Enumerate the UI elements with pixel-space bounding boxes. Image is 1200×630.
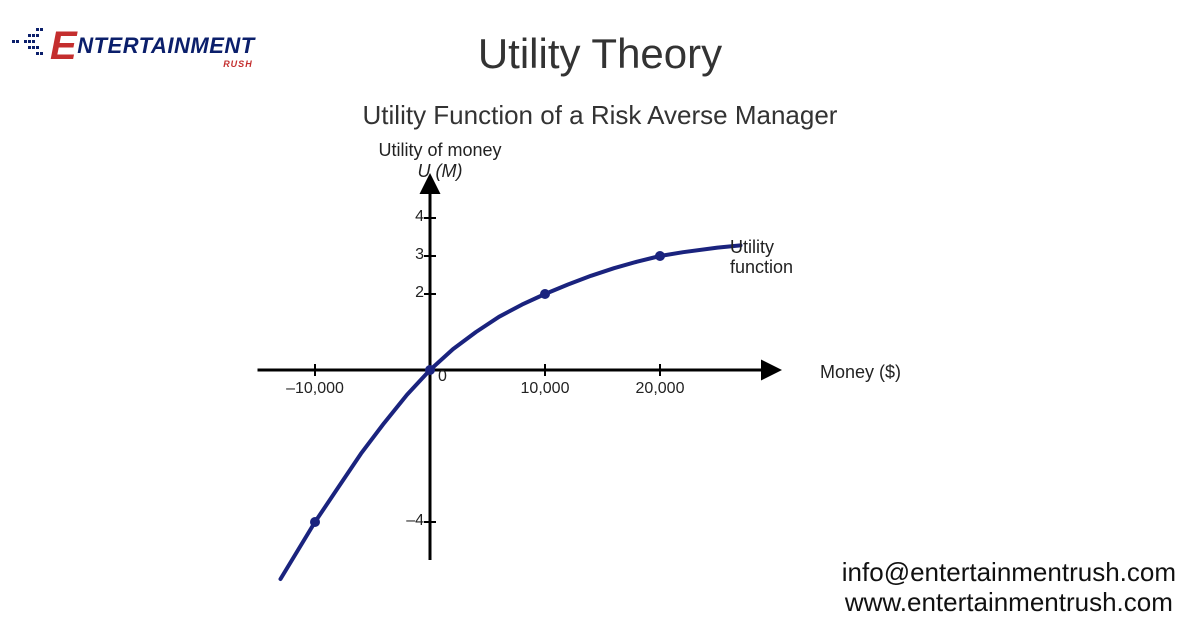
y-axis-label-line1: Utility of money xyxy=(378,140,501,160)
chart-subtitle: Utility Function of a Risk Averse Manage… xyxy=(0,100,1200,131)
x-tick-label: 10,000 xyxy=(513,380,577,398)
y-tick-label: 3 xyxy=(398,246,424,264)
y-axis-label-line2: U (M) xyxy=(418,161,463,181)
y-tick-label: 4 xyxy=(398,208,424,226)
y-tick-label: 0 xyxy=(438,368,447,386)
x-tick-label: 20,000 xyxy=(628,380,692,398)
y-tick-label: –4 xyxy=(398,512,424,530)
y-tick-label: 2 xyxy=(398,284,424,302)
contact-email: info@entertainmentrush.com xyxy=(842,558,1176,588)
contact-block: info@entertainmentrush.com www.entertain… xyxy=(842,558,1176,618)
curve-annotation: Utilityfunction xyxy=(730,238,793,278)
utility-chart: Utility of money U (M) Money ($) Utility… xyxy=(230,140,950,590)
page-title: Utility Theory xyxy=(0,30,1200,78)
x-axis-label: Money ($) xyxy=(820,362,901,383)
x-tick-label: –10,000 xyxy=(283,380,347,398)
y-axis-label: Utility of money U (M) xyxy=(370,140,510,182)
contact-web: www.entertainmentrush.com xyxy=(842,588,1176,618)
